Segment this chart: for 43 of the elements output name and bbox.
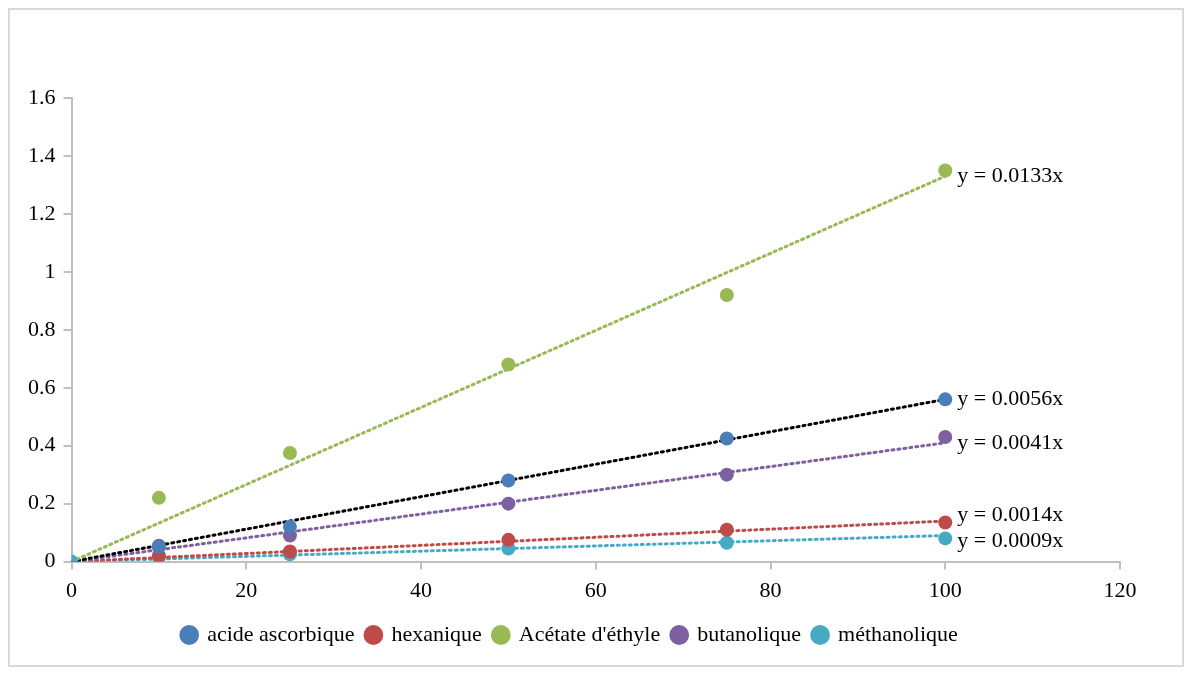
x-tick-label: 60	[584, 576, 607, 602]
annotation: y = 0.0133x	[957, 162, 1064, 188]
point	[719, 288, 734, 303]
annotation: y = 0.0041x	[957, 428, 1064, 454]
point	[938, 163, 953, 178]
legend-label: Acétate d'éthyle	[518, 620, 661, 646]
legend-label: acide ascorbique	[207, 620, 355, 646]
legend-label: méthanolique	[838, 620, 958, 646]
y-tick-label: 1.6	[28, 83, 56, 109]
y-tick-label: 1	[44, 257, 56, 283]
x-tick-label: 80	[759, 576, 782, 602]
point	[501, 473, 516, 488]
legend-label: hexanique	[391, 620, 482, 646]
annotation: y = 0.0009x	[957, 527, 1064, 553]
point	[719, 431, 734, 446]
point	[938, 531, 953, 546]
x-tick-label: 20	[235, 576, 258, 602]
point	[282, 445, 297, 460]
point	[938, 430, 953, 445]
point	[938, 515, 953, 530]
point	[501, 532, 516, 547]
point	[501, 496, 516, 511]
legend-label: butanolique	[697, 620, 802, 646]
annotation: y = 0.0014x	[957, 501, 1064, 527]
point	[938, 392, 953, 407]
point	[719, 535, 734, 550]
x-tick-label: 0	[66, 576, 77, 602]
x-tick-label: 40	[410, 576, 432, 602]
point	[151, 490, 166, 505]
annotation: y = 0.0056x	[957, 385, 1064, 411]
y-tick-label: 0.4	[28, 431, 56, 457]
point	[501, 357, 516, 372]
point	[719, 467, 734, 482]
y-tick-label: 0.8	[28, 315, 56, 341]
x-tick-label: 100	[928, 576, 962, 602]
y-tick-label: 0.2	[28, 489, 56, 515]
y-tick-label: 0	[44, 547, 56, 573]
y-tick-label: 1.4	[28, 141, 56, 167]
y-tick-label: 1.2	[28, 199, 56, 225]
point	[282, 519, 297, 534]
y-tick-label: 0.6	[28, 373, 56, 399]
x-tick-label: 120	[1103, 576, 1137, 602]
point	[719, 522, 734, 537]
